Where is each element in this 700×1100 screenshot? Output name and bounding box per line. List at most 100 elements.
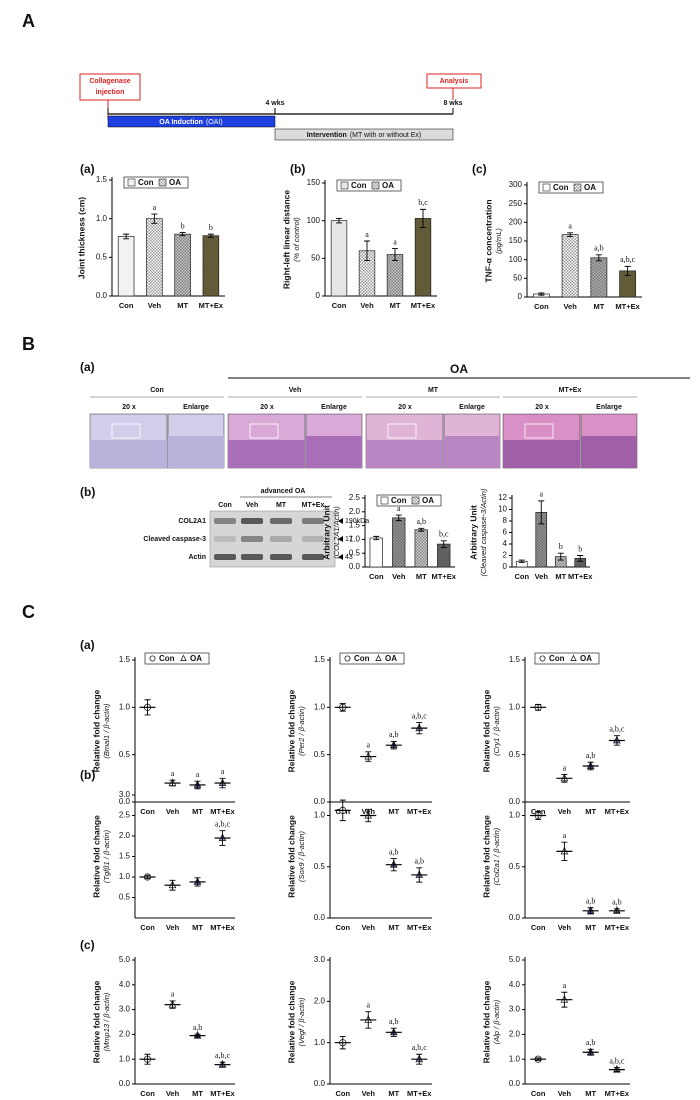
y-tick-label: 1.0 [119, 1054, 131, 1063]
column-label: Con [150, 387, 164, 394]
error-bar [557, 552, 564, 561]
x-tick-label: Con [534, 302, 549, 311]
error-bar [390, 740, 397, 750]
significance-label: a [563, 831, 567, 840]
y-tick-label: 1.5 [96, 175, 108, 184]
y-tick-label: 1.5 [119, 655, 131, 664]
tissue [228, 440, 305, 468]
significance-label: a [221, 767, 225, 776]
magnification: 20 x [122, 404, 136, 411]
error-bar [151, 213, 158, 224]
error-bar [561, 991, 568, 1008]
y-tick-label: 3.0 [119, 790, 131, 799]
legend-box [123, 176, 189, 189]
x-tick-label: MT+Ex [605, 1089, 630, 1098]
error-bar [535, 810, 542, 821]
column-label: MT+Ex [559, 387, 582, 394]
y-axis-label: Joint thickness (cm) [76, 197, 86, 279]
y-tick-label: 0.5 [349, 548, 361, 557]
x-tick-label: Con [531, 1089, 546, 1098]
significance-label: a [171, 769, 175, 778]
subpanel-label: (c) [80, 938, 95, 952]
error-bar [416, 867, 423, 883]
magnification: Enlarge [183, 404, 209, 411]
x-tick-label: MT [192, 923, 203, 932]
y-tick-label: 1.5 [119, 852, 131, 861]
tissue [90, 440, 167, 468]
significance-label: a [539, 490, 543, 499]
legend-label: OA [580, 654, 592, 663]
phase-abbr: (OAI) [206, 119, 223, 126]
error-bar [561, 841, 568, 862]
error-bar [373, 535, 380, 541]
significance-label: a,b,c [620, 255, 636, 264]
x-tick-label: Veh [558, 807, 572, 816]
x-tick-label: Con [140, 1089, 155, 1098]
significance-label: b [181, 221, 185, 230]
subpanel-label: (a) [80, 162, 95, 176]
bar [146, 218, 163, 297]
roi [111, 423, 141, 439]
x-tick-label: Veh [166, 1089, 180, 1098]
x-tick-label: Veh [360, 301, 374, 310]
y-tick-label: 1.5 [509, 655, 521, 664]
band [302, 518, 324, 524]
y-tick-label: 2.0 [349, 507, 361, 516]
y-tick-label: 10 [498, 505, 507, 514]
y-tick-label: 0.5 [119, 893, 131, 902]
bar [561, 234, 579, 298]
significance-label: b,c [418, 198, 428, 207]
y-tick-label: 150 [509, 236, 523, 245]
error-bar [418, 527, 425, 532]
phase-name: OA Induction [159, 119, 203, 126]
panel-label: C [22, 602, 35, 622]
x-tick-label: MT [585, 923, 596, 932]
legend-label: OA [385, 654, 397, 663]
legend-box [538, 181, 604, 194]
y-tick-label: 1.0 [509, 702, 521, 711]
legend-box [534, 652, 600, 665]
phase-note: (MT with or without Ex) [350, 132, 421, 139]
y-axis-sublabel: (% of control) [292, 217, 301, 262]
legend-label: Con [391, 496, 407, 505]
magnification: 20 x [535, 404, 549, 411]
x-tick-label: MT [388, 923, 399, 932]
legend-swatch [539, 655, 546, 662]
start-label: injection [96, 89, 125, 96]
magnification: Enlarge [459, 404, 485, 411]
error-bar [392, 248, 398, 262]
significance-label: a,b [586, 897, 596, 906]
x-tick-label: Veh [558, 1089, 572, 1098]
significance-label: b [578, 544, 582, 553]
y-axis-label: Relative fold change [481, 689, 491, 772]
bar [369, 537, 383, 568]
x-tick-label: MT+Ex [210, 923, 235, 932]
error-bar [395, 514, 402, 522]
x-tick-label: MT+Ex [432, 572, 457, 581]
subpanel-label: (a) [80, 360, 95, 374]
tissue [168, 436, 224, 468]
magnification: Enlarge [321, 404, 347, 411]
subpanel-label: (b) [80, 485, 95, 499]
blot-row-label: COL2A1 [178, 518, 206, 525]
y-tick-label: 0.0 [349, 562, 361, 571]
y-tick-label: 1.5 [349, 521, 361, 530]
legend-label: Con [549, 654, 565, 663]
error-bar [169, 879, 176, 891]
y-tick-label: 0 [316, 291, 321, 300]
size-arrow [338, 518, 343, 524]
y-tick-label: 6 [503, 528, 508, 537]
lane-label: MT [276, 502, 287, 509]
error-bar [144, 699, 151, 716]
x-tick-label: Con [335, 923, 350, 932]
legend-swatch [375, 654, 382, 661]
roi [524, 423, 554, 439]
end-label: Analysis [440, 78, 469, 85]
error-bar [567, 232, 574, 237]
y-tick-label: 100 [509, 255, 523, 264]
significance-label: a [568, 222, 572, 231]
significance-label: a,b,c [215, 819, 231, 828]
y-tick-label: 1.0 [314, 702, 326, 711]
error-bar [390, 1027, 397, 1037]
size-label: 17 [345, 536, 353, 543]
